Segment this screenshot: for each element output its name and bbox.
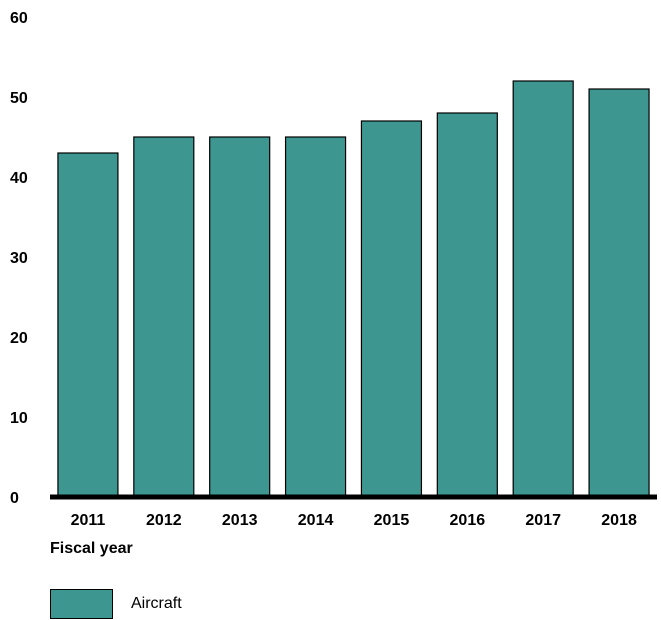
legend: Aircraft — [50, 588, 182, 620]
bar-2012 — [133, 136, 195, 498]
bar-2011 — [57, 152, 119, 498]
y-tick-label-0: 0 — [10, 490, 19, 507]
bar-2016 — [436, 112, 498, 498]
y-tick-label-20: 20 — [10, 330, 28, 347]
x-tick-label-2013: 2013 — [222, 512, 258, 529]
bar-2017 — [512, 80, 574, 498]
x-tick-label-2016: 2016 — [450, 512, 486, 529]
y-tick-label-50: 50 — [10, 90, 28, 107]
x-tick-label-2018: 2018 — [601, 512, 637, 529]
x-tick-label-2014: 2014 — [298, 512, 334, 529]
y-axis-ticks: 0 10 20 30 40 50 60 — [10, 10, 28, 507]
bar-2018 — [588, 88, 650, 498]
x-tick-label-2011: 2011 — [71, 512, 106, 529]
x-tick-label-2017: 2017 — [525, 512, 561, 529]
x-axis-title: Fiscal year — [50, 540, 133, 557]
x-tick-label-2012: 2012 — [146, 512, 182, 529]
y-tick-label-10: 10 — [10, 410, 28, 427]
legend-label-aircraft: Aircraft — [131, 595, 182, 612]
y-tick-label-60: 60 — [10, 10, 28, 27]
bars — [57, 80, 650, 498]
x-axis-ticks: 2011 2012 2013 2014 2015 2016 2017 2018 — [71, 512, 637, 529]
bar-2015 — [360, 120, 423, 498]
x-tick-label-2015: 2015 — [374, 512, 410, 529]
y-tick-label-40: 40 — [10, 170, 28, 187]
y-tick-label-30: 30 — [10, 250, 28, 267]
bar-2013 — [209, 136, 271, 498]
bar-2014 — [284, 136, 347, 498]
legend-swatch-aircraft — [50, 589, 113, 619]
